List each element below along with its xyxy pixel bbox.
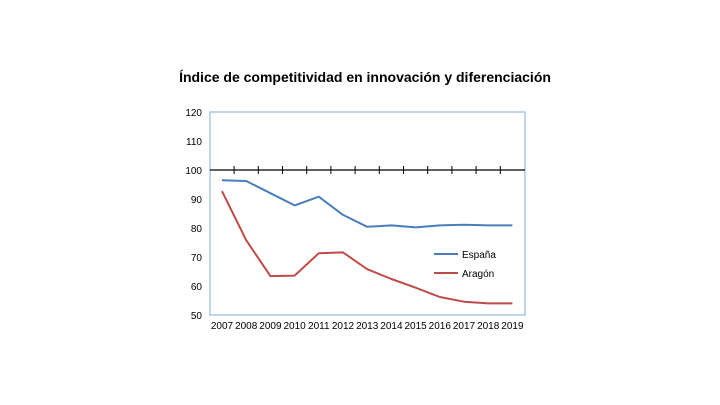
- plot-area-border: [209, 111, 526, 316]
- x-tick-label: 2013: [356, 321, 379, 332]
- series-line-españa: [221, 179, 513, 229]
- y-tick-label: 110: [186, 137, 202, 148]
- x-tick-label: 2007: [211, 321, 234, 332]
- y-tick-label: 90: [191, 195, 203, 206]
- y-tick-label: 60: [191, 282, 203, 293]
- x-tick-label: 2011: [308, 321, 330, 332]
- x-tick-label: 2016: [429, 321, 452, 332]
- chart-title: Índice de competitividad en innovación y…: [179, 69, 551, 85]
- x-tick-label: 2008: [235, 321, 258, 332]
- x-tick-label: 2010: [283, 321, 306, 332]
- x-tick-label: 2009: [259, 321, 282, 332]
- y-tick-label: 70: [191, 253, 203, 264]
- x-tick-label: 2012: [332, 321, 355, 332]
- y-tick-label: 80: [191, 224, 203, 235]
- x-tick-label: 2018: [477, 321, 500, 332]
- x-tick-label: 2015: [404, 321, 427, 332]
- x-tick-label: 2019: [501, 321, 524, 332]
- x-tick-label: 2017: [453, 321, 476, 332]
- y-tick-label: 100: [185, 166, 202, 177]
- y-tick-label: 50: [191, 311, 203, 322]
- series-line-aragón: [221, 190, 513, 305]
- legend-label: Aragón: [462, 269, 494, 280]
- y-tick-label: 120: [185, 108, 202, 119]
- x-tick-label: 2014: [380, 321, 403, 332]
- legend-label: España: [462, 250, 496, 261]
